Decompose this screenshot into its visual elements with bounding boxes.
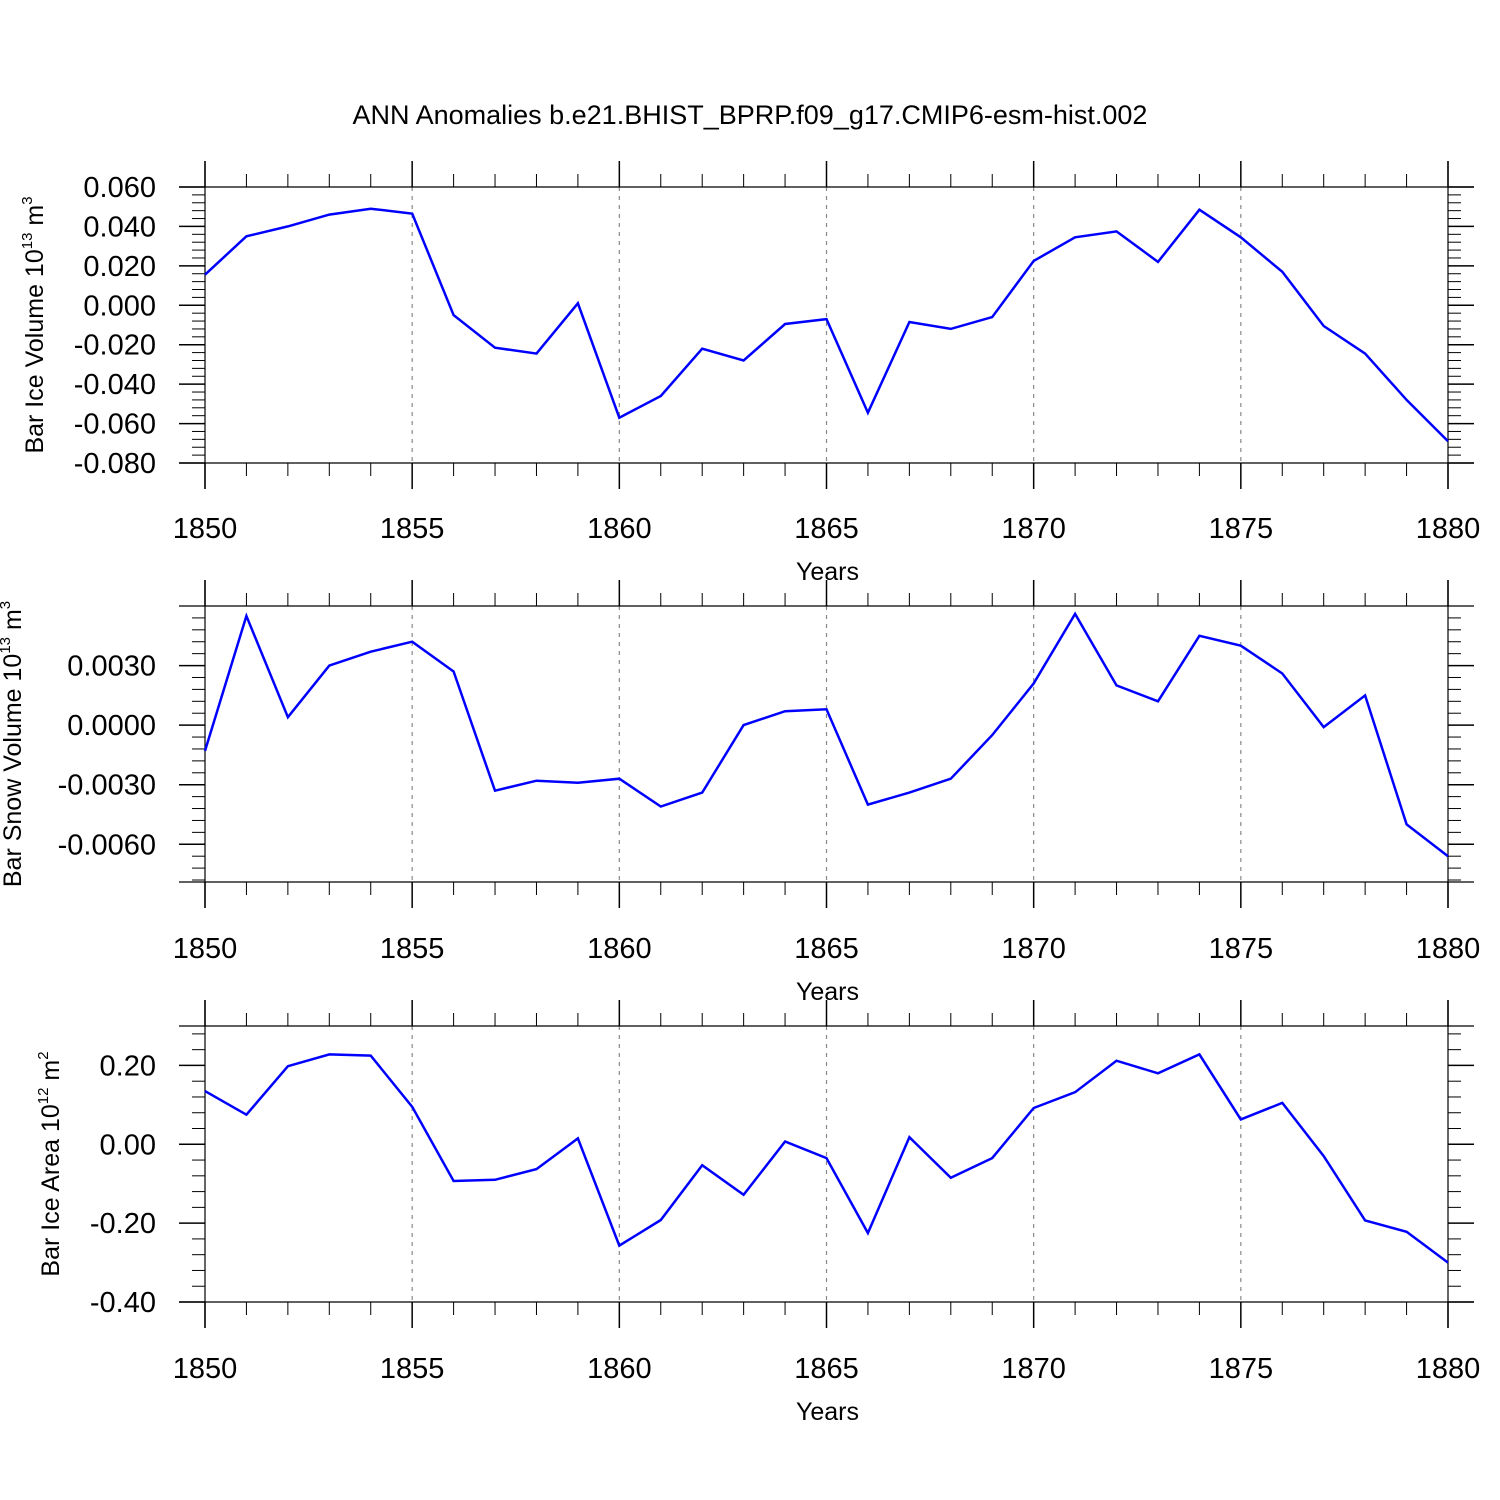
series-line <box>203 611 1449 858</box>
panels: 1850 1855 1860 1865 1870 1875 1880 Years 0.060 0.… <box>0 161 1480 1426</box>
y-tick-label: -0.0030 <box>58 770 156 802</box>
x-tick-label: 1870 <box>1001 933 1066 965</box>
x-tick-label: 1860 <box>587 1353 652 1385</box>
x-tick-label: 1865 <box>794 513 859 545</box>
x-tick-label: 1880 <box>1416 1353 1481 1385</box>
x-tick-label: 1865 <box>794 933 859 965</box>
y-tick-label: 0.0000 <box>67 710 156 742</box>
x-tick-label: 1860 <box>587 933 652 965</box>
x-tick-label: 1860 <box>587 513 652 545</box>
y-label-text: m <box>37 1060 65 1088</box>
panel-3: 1850 1855 1860 1865 1870 1875 1880 Years 0.20 0.0… <box>35 1000 1480 1426</box>
y-axis-label: Bar Ice Volume 1013 m3 <box>19 196 49 453</box>
y-label-superscript: 3 <box>19 196 36 204</box>
y-tick-label: 0.060 <box>83 172 156 204</box>
y-label-text: Bar Snow Volume 10 <box>0 654 27 887</box>
x-tick-label: 1880 <box>1416 513 1481 545</box>
x-tick-label: 1850 <box>173 1353 238 1385</box>
y-tick-label: 0.040 <box>83 211 156 243</box>
x-tick-label: 1870 <box>1001 1353 1066 1385</box>
y-label-text: Bar Ice Area 10 <box>37 1104 65 1276</box>
x-tick-label: 1855 <box>380 933 445 965</box>
y-label-superscript: 13 <box>0 637 14 654</box>
x-tick-label: 1880 <box>1416 933 1481 965</box>
y-tick-label: -0.40 <box>90 1287 156 1319</box>
y-label-superscript: 3 <box>0 601 14 609</box>
y-tick-label: -0.0060 <box>58 829 156 861</box>
x-tick-label: 1875 <box>1209 933 1274 965</box>
y-tick-label: -0.040 <box>74 369 156 401</box>
x-tick-label: 1875 <box>1209 513 1274 545</box>
x-tick-label: 1850 <box>173 513 238 545</box>
panel-2: 1850 1855 1860 1865 1870 1875 1880 Years 0.0030 0… <box>0 580 1480 1006</box>
x-tick-label: 1865 <box>794 1353 859 1385</box>
x-tick-label: 1855 <box>380 1353 445 1385</box>
x-tick-label: 1875 <box>1209 1353 1274 1385</box>
y-label-text: m <box>0 609 27 637</box>
figure-title: ANN Anomalies b.e21.BHIST_BPRP.f09_g17.C… <box>353 100 1148 130</box>
x-tick-label: 1850 <box>173 933 238 965</box>
x-axis-label: Years <box>796 558 859 586</box>
y-label-superscript: 13 <box>19 233 36 250</box>
x-tick-label: 1855 <box>380 513 445 545</box>
y-tick-label: 0.000 <box>83 290 156 322</box>
x-axis-label: Years <box>796 1398 859 1426</box>
y-tick-label: -0.020 <box>74 330 156 362</box>
y-tick-label: -0.060 <box>74 409 156 441</box>
y-label-text: m <box>21 205 49 233</box>
y-tick-label: 0.20 <box>100 1050 156 1082</box>
x-axis-label: Years <box>796 978 859 1006</box>
y-tick-label: 0.0030 <box>67 651 156 683</box>
y-tick-label: -0.20 <box>90 1208 156 1240</box>
x-tick-label: 1870 <box>1001 513 1066 545</box>
y-tick-label: 0.00 <box>100 1129 156 1161</box>
y-label-superscript: 12 <box>35 1088 52 1105</box>
series-line <box>204 207 1449 443</box>
y-axis-label: Bar Snow Volume 1013 m3 <box>0 601 27 887</box>
y-axis-label: Bar Ice Area 1012 m2 <box>35 1051 65 1276</box>
y-tick-label: 0.020 <box>83 251 156 283</box>
y-tick-label: -0.080 <box>74 448 156 480</box>
y-label-superscript: 2 <box>35 1051 52 1059</box>
y-label-text: Bar Ice Volume 10 <box>21 249 49 453</box>
series-line <box>204 1052 1449 1264</box>
panel-1: 1850 1855 1860 1865 1870 1875 1880 Years 0.060 0.… <box>19 161 1480 586</box>
